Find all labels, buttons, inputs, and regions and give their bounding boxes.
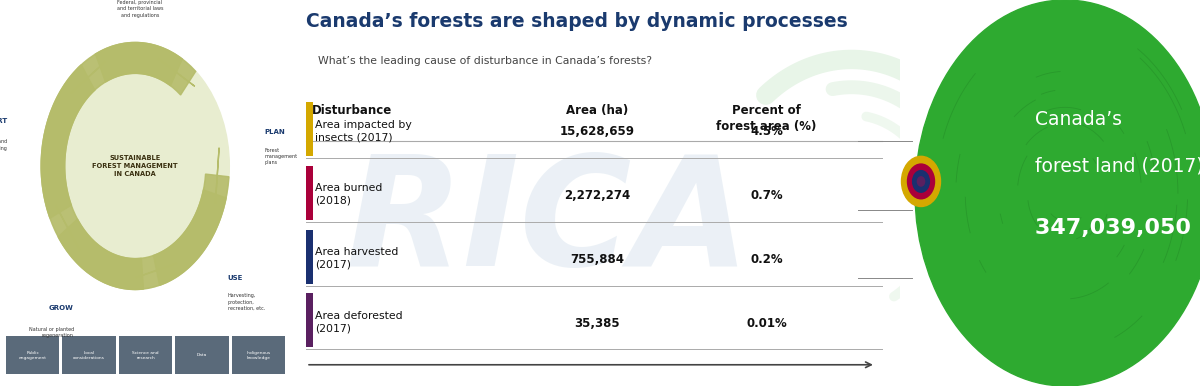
Text: 347,039,050 ha: 347,039,050 ha [1034, 218, 1200, 238]
Text: What’s the leading cause of disturbance in Canada’s forests?: What’s the leading cause of disturbance … [318, 56, 653, 66]
FancyBboxPatch shape [306, 293, 313, 347]
Text: Area (ha): Area (ha) [566, 104, 628, 117]
Text: Natural or planted
regeneration: Natural or planted regeneration [29, 327, 74, 338]
Text: Canada’s forests are shaped by dynamic processes: Canada’s forests are shaped by dynamic p… [306, 12, 848, 30]
FancyBboxPatch shape [306, 102, 313, 156]
Polygon shape [58, 219, 144, 290]
Polygon shape [154, 190, 226, 285]
FancyBboxPatch shape [232, 336, 286, 374]
Text: Local
considerations: Local considerations [73, 350, 106, 360]
FancyBboxPatch shape [306, 166, 313, 220]
FancyBboxPatch shape [175, 336, 229, 374]
Text: Canada’s: Canada’s [1034, 110, 1122, 129]
Circle shape [913, 171, 930, 192]
Text: Disturbance: Disturbance [312, 104, 392, 117]
Text: 0.7%: 0.7% [750, 189, 782, 202]
Text: Area impacted by
insects (2017): Area impacted by insects (2017) [316, 120, 412, 142]
Text: Science and
research: Science and research [132, 350, 158, 360]
Text: USE: USE [228, 275, 244, 281]
Text: Indigenous
knowledge: Indigenous knowledge [246, 350, 270, 360]
Text: Harvesting,
protection,
recreation, etc.: Harvesting, protection, recreation, etc. [228, 293, 265, 311]
Text: Area burned
(2018): Area burned (2018) [316, 183, 383, 206]
Circle shape [41, 42, 229, 290]
Circle shape [916, 0, 1200, 386]
Text: forest land (2017): forest land (2017) [1034, 156, 1200, 176]
Polygon shape [71, 61, 106, 93]
FancyBboxPatch shape [119, 336, 173, 374]
Text: 35,385: 35,385 [574, 317, 620, 330]
Text: Forest
management
plans: Forest management plans [265, 148, 298, 166]
Polygon shape [55, 205, 80, 251]
Text: Area deforested
(2017): Area deforested (2017) [316, 311, 403, 333]
Text: SUSTAINABLE
FOREST MANAGEMENT
IN CANADA: SUSTAINABLE FOREST MANAGEMENT IN CANADA [92, 155, 178, 177]
FancyBboxPatch shape [306, 230, 313, 284]
Text: Monitoring and
reporting: Monitoring and reporting [0, 139, 7, 151]
Text: 2,272,274: 2,272,274 [564, 189, 630, 202]
Polygon shape [96, 42, 182, 86]
Text: Percent of
forest area (%): Percent of forest area (%) [716, 104, 817, 133]
Text: PLAN: PLAN [265, 129, 286, 135]
Circle shape [918, 177, 925, 186]
Text: Area harvested
(2017): Area harvested (2017) [316, 247, 398, 269]
Polygon shape [136, 263, 176, 278]
FancyBboxPatch shape [62, 336, 116, 374]
Circle shape [901, 156, 941, 207]
Polygon shape [41, 42, 229, 290]
Text: 4.5%: 4.5% [750, 125, 784, 139]
Polygon shape [216, 148, 220, 203]
Text: Data: Data [197, 353, 208, 357]
Text: REPORT: REPORT [0, 118, 7, 124]
Text: 0.2%: 0.2% [750, 253, 782, 266]
Text: 15,628,659: 15,628,659 [559, 125, 635, 139]
FancyBboxPatch shape [6, 336, 59, 374]
Polygon shape [158, 59, 194, 86]
Text: RICA: RICA [346, 149, 751, 298]
Text: Public
engagement: Public engagement [19, 350, 47, 360]
Text: GROW: GROW [49, 305, 74, 311]
Text: Federal, provincial
and territorial laws
and regulations: Federal, provincial and territorial laws… [116, 0, 163, 18]
Text: 755,884: 755,884 [570, 253, 624, 266]
Polygon shape [41, 65, 95, 218]
Circle shape [907, 164, 935, 199]
Text: 0.01%: 0.01% [746, 317, 787, 330]
